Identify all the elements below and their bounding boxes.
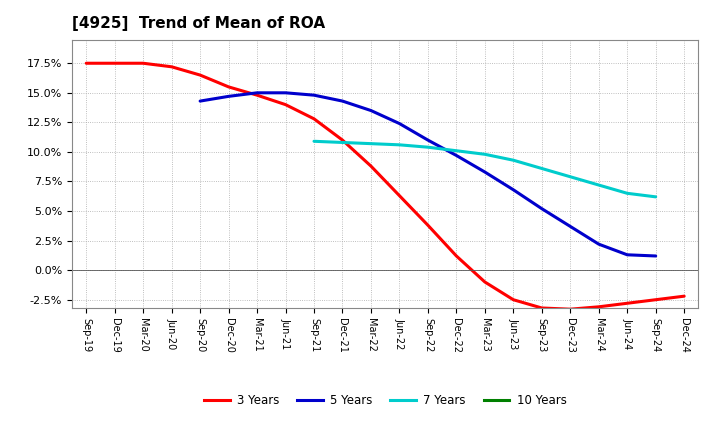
3 Years (110, 61, 119, 66)
7 Years (366, 141, 375, 146)
3 Years (167, 64, 176, 70)
5 Years (595, 242, 603, 247)
3 Years (139, 61, 148, 66)
3 Years (509, 297, 518, 302)
5 Years (366, 108, 375, 113)
3 Years (423, 223, 432, 228)
3 Years (595, 304, 603, 309)
Text: [4925]  Trend of Mean of ROA: [4925] Trend of Mean of ROA (72, 16, 325, 32)
3 Years (652, 297, 660, 302)
3 Years (452, 253, 461, 259)
7 Years (652, 194, 660, 199)
3 Years (196, 73, 204, 78)
7 Years (509, 158, 518, 163)
7 Years (310, 139, 318, 144)
3 Years (395, 193, 404, 198)
5 Years (282, 90, 290, 95)
3 Years (623, 301, 631, 306)
7 Years (595, 183, 603, 188)
Line: 3 Years: 3 Years (86, 63, 684, 309)
3 Years (537, 305, 546, 311)
5 Years (196, 99, 204, 104)
5 Years (310, 92, 318, 98)
3 Years (680, 293, 688, 299)
5 Years (423, 137, 432, 143)
5 Years (566, 224, 575, 229)
7 Years (537, 166, 546, 171)
5 Years (652, 253, 660, 259)
Line: 7 Years: 7 Years (314, 141, 656, 197)
7 Years (452, 148, 461, 154)
3 Years (253, 92, 261, 98)
3 Years (282, 102, 290, 107)
Legend: 3 Years, 5 Years, 7 Years, 10 Years: 3 Years, 5 Years, 7 Years, 10 Years (199, 389, 571, 411)
3 Years (338, 137, 347, 143)
5 Years (623, 252, 631, 257)
5 Years (480, 169, 489, 175)
3 Years (82, 61, 91, 66)
5 Years (225, 94, 233, 99)
Line: 5 Years: 5 Years (200, 93, 656, 256)
3 Years (310, 116, 318, 121)
3 Years (480, 279, 489, 285)
5 Years (509, 187, 518, 192)
5 Years (537, 206, 546, 211)
5 Years (395, 121, 404, 126)
5 Years (338, 99, 347, 104)
7 Years (480, 152, 489, 157)
5 Years (253, 90, 261, 95)
7 Years (338, 140, 347, 145)
7 Years (395, 142, 404, 147)
3 Years (566, 307, 575, 312)
3 Years (366, 164, 375, 169)
5 Years (452, 153, 461, 158)
7 Years (623, 191, 631, 196)
3 Years (225, 84, 233, 89)
7 Years (423, 145, 432, 150)
7 Years (566, 174, 575, 180)
